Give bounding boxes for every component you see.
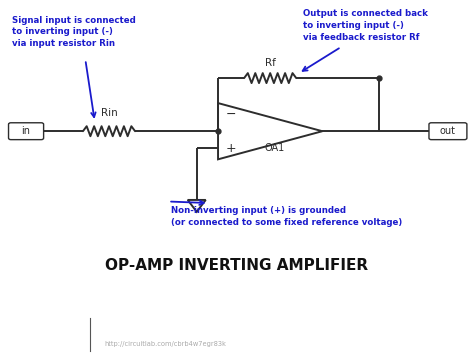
Text: OA1: OA1	[265, 143, 285, 153]
Text: Non-inverting input (+) is grounded
(or connected to some fixed reference voltag: Non-inverting input (+) is grounded (or …	[171, 206, 402, 227]
Text: http://circuitlab.com/cbrb4w7egr83k: http://circuitlab.com/cbrb4w7egr83k	[104, 340, 226, 346]
Text: OP-AMP INVERTING AMPLIFIER: OP-AMP INVERTING AMPLIFIER	[105, 258, 369, 273]
Text: UltimateElectronics / Op-Amp Inverting Amplifier: UltimateElectronics / Op-Amp Inverting A…	[104, 324, 305, 330]
FancyBboxPatch shape	[429, 123, 467, 140]
Text: Rin: Rin	[100, 108, 118, 118]
Text: CIRCUIT: CIRCUIT	[9, 321, 43, 330]
Text: out: out	[440, 126, 456, 136]
Text: −: −	[226, 108, 237, 121]
FancyBboxPatch shape	[9, 123, 44, 140]
Text: Output is connected back
to inverting input (-)
via feedback resistor Rf: Output is connected back to inverting in…	[303, 9, 428, 42]
Text: Rf: Rf	[265, 58, 275, 68]
Text: ~··H LAB: ~··H LAB	[9, 340, 38, 346]
Text: +: +	[226, 142, 237, 155]
Text: in: in	[22, 126, 30, 136]
Text: Signal input is connected
to inverting input (-)
via input resistor Rin: Signal input is connected to inverting i…	[12, 16, 136, 48]
